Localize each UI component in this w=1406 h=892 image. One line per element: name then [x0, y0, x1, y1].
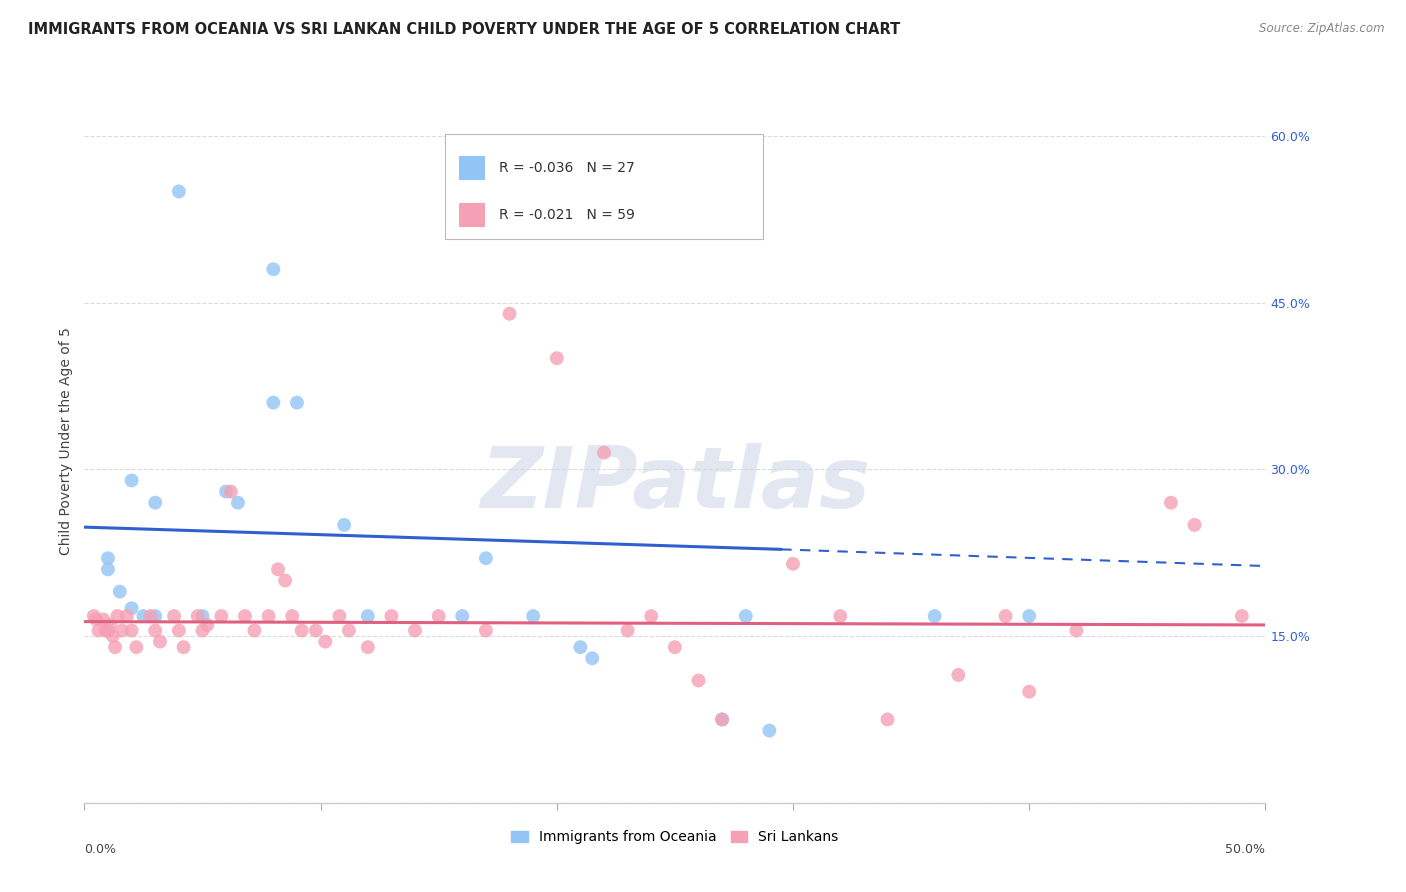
Point: [427, 609, 450, 624]
Point: [948, 668, 970, 682]
Point: [163, 609, 186, 624]
Point: [333, 517, 356, 532]
Point: [84, 612, 107, 626]
Point: [357, 609, 380, 624]
Point: [1018, 609, 1040, 624]
Point: [475, 551, 498, 566]
Point: [734, 609, 756, 624]
Point: [546, 351, 568, 366]
Point: [87, 624, 110, 638]
Point: [758, 723, 780, 738]
FancyBboxPatch shape: [444, 135, 763, 239]
Point: [257, 609, 280, 624]
Point: [616, 624, 638, 638]
Point: [187, 609, 209, 624]
Y-axis label: Child Poverty Under the Age of 5: Child Poverty Under the Age of 5: [59, 327, 73, 556]
Point: [328, 609, 350, 624]
Point: [97, 624, 120, 638]
Text: 50.0%: 50.0%: [1226, 843, 1265, 855]
Point: [1160, 496, 1182, 510]
Point: [581, 651, 603, 665]
Point: [1066, 624, 1088, 638]
Point: [173, 640, 195, 655]
Text: 0.0%: 0.0%: [84, 843, 117, 855]
Point: [101, 629, 124, 643]
Point: [83, 609, 105, 624]
Point: [451, 609, 474, 624]
Point: [94, 624, 117, 638]
Point: [149, 634, 172, 648]
Point: [262, 262, 284, 277]
Point: [167, 185, 190, 199]
Point: [337, 624, 360, 638]
Point: [994, 609, 1017, 624]
Legend: Immigrants from Oceania, Sri Lankans: Immigrants from Oceania, Sri Lankans: [506, 825, 844, 850]
Point: [97, 551, 120, 566]
Point: [191, 609, 214, 624]
Point: [688, 673, 710, 688]
Point: [262, 395, 284, 409]
Point: [125, 640, 148, 655]
Point: [143, 609, 166, 624]
Point: [143, 496, 166, 510]
Point: [380, 609, 402, 624]
Point: [111, 624, 134, 638]
FancyBboxPatch shape: [458, 156, 485, 179]
Point: [121, 624, 143, 638]
Point: [98, 618, 121, 632]
Point: [314, 634, 336, 648]
Point: [267, 562, 290, 576]
Point: [91, 612, 114, 626]
Point: [1230, 609, 1253, 624]
Point: [1018, 684, 1040, 698]
Point: [226, 496, 249, 510]
Point: [291, 624, 314, 638]
Point: [876, 713, 898, 727]
Point: [215, 484, 238, 499]
Point: [139, 609, 162, 624]
Point: [243, 624, 266, 638]
Point: [475, 624, 498, 638]
Point: [274, 574, 297, 588]
Point: [97, 562, 120, 576]
Point: [1184, 517, 1206, 532]
Point: [782, 557, 804, 571]
Point: [404, 624, 426, 638]
Point: [830, 609, 852, 624]
Text: R = -0.036   N = 27: R = -0.036 N = 27: [499, 161, 634, 175]
Point: [209, 609, 232, 624]
Point: [191, 624, 214, 638]
Point: [640, 609, 662, 624]
Text: ZIPatlas: ZIPatlas: [479, 443, 870, 526]
Point: [115, 609, 138, 624]
Point: [711, 713, 734, 727]
Point: [195, 618, 218, 632]
Point: [167, 624, 190, 638]
Text: R = -0.021   N = 59: R = -0.021 N = 59: [499, 208, 634, 222]
Point: [219, 484, 242, 499]
Point: [121, 601, 143, 615]
Point: [108, 584, 131, 599]
Point: [107, 609, 129, 624]
Point: [357, 640, 380, 655]
Point: [281, 609, 304, 624]
Point: [233, 609, 256, 624]
Point: [664, 640, 686, 655]
Point: [498, 307, 520, 321]
Point: [121, 474, 143, 488]
Point: [132, 609, 155, 624]
Point: [522, 609, 544, 624]
Point: [924, 609, 946, 624]
Text: IMMIGRANTS FROM OCEANIA VS SRI LANKAN CHILD POVERTY UNDER THE AGE OF 5 CORRELATI: IMMIGRANTS FROM OCEANIA VS SRI LANKAN CH…: [28, 22, 900, 37]
Point: [285, 395, 308, 409]
FancyBboxPatch shape: [458, 202, 485, 227]
Text: Source: ZipAtlas.com: Source: ZipAtlas.com: [1260, 22, 1385, 36]
Point: [593, 445, 616, 459]
Point: [104, 640, 127, 655]
Point: [305, 624, 328, 638]
Point: [711, 713, 734, 727]
Point: [143, 624, 166, 638]
Point: [569, 640, 592, 655]
